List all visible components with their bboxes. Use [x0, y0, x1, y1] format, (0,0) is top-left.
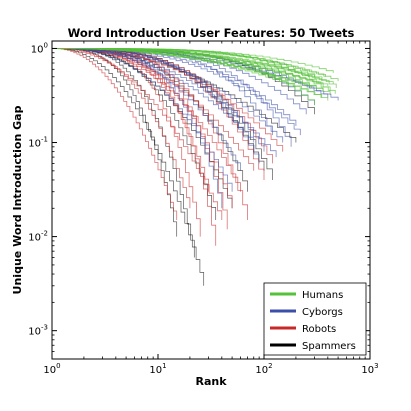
- y-axis-label: Unique Word Introduction Gap: [11, 105, 24, 294]
- series-curves: [52, 48, 339, 286]
- legend: Humans Cyborgs Robots Spammers: [263, 282, 367, 356]
- y-tick-label-1: 10-2: [28, 230, 48, 244]
- series-curve-humans-16: [52, 48, 324, 91]
- x-tick-label-1: 101: [149, 362, 166, 376]
- series-curve-spammers-0: [52, 48, 178, 237]
- y-tick-label-0: 10-3: [28, 324, 48, 338]
- series-curve-spammers-2: [52, 48, 205, 286]
- chart-title: Word Introduction User Features: 50 Twee…: [68, 26, 355, 40]
- x-axis-label: Rank: [195, 375, 227, 388]
- series-curve-humans-14: [52, 48, 336, 94]
- legend-label-humans: Humans: [302, 290, 343, 301]
- x-tick-label-2: 102: [255, 362, 272, 376]
- x-tick-label-0: 100: [43, 362, 60, 376]
- series-curve-cyborgs-14: [52, 48, 277, 158]
- x-tick-label-3: 103: [361, 362, 378, 376]
- axis-ticks: 100 101 102 103 10-3 10-2 10-1 100: [28, 41, 379, 376]
- legend-label-cyborgs: Cyborgs: [302, 307, 343, 318]
- series-curve-robots-11: [52, 48, 178, 220]
- series-curve-cyborgs-15: [52, 48, 223, 209]
- y-tick-label-2: 10-1: [28, 136, 48, 150]
- plot-frame: [51, 40, 371, 360]
- series-curve-robots-3: [52, 48, 223, 220]
- series-curve-cyborgs-8: [52, 48, 233, 192]
- legend-label-robots: Robots: [302, 324, 336, 335]
- y-tick-label-3: 100: [31, 41, 48, 55]
- legend-label-spammers: Spammers: [302, 341, 356, 352]
